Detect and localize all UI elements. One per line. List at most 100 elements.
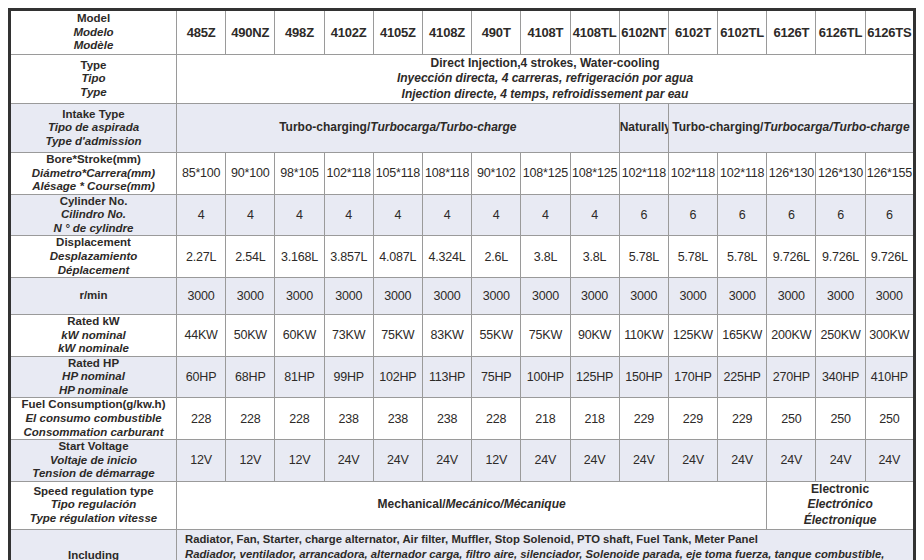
cell-start-voltage-6126T: 24V (767, 440, 816, 482)
cell-rpm-4108T: 3000 (521, 278, 570, 315)
row-label-line: r/min (11, 289, 176, 303)
cell-displacement-4102Z: 3.857L (324, 236, 373, 278)
cell-bore-stroke-485Z: 85*100 (177, 153, 226, 195)
engine-spec-sheet: ModelModeloModèle485Z490NZ498Z4102Z4105Z… (8, 8, 916, 560)
cell-cylinder-no-6102TL: 6 (718, 194, 767, 236)
cell-cylinder-no-490T: 4 (472, 194, 521, 236)
row-intake-type: Intake TypeTipo de aspiradaType d'admiss… (10, 104, 915, 153)
cell-start-voltage-485Z: 12V (177, 440, 226, 482)
cell-line: Turbo-charging/Turbocarga/Turbo-charge (669, 120, 913, 136)
text-segment: Electrónico (807, 497, 872, 511)
cell-rated-kw-6126TL: 250KW (816, 315, 865, 357)
cell-fuel-consumption-4108TL: 218 (570, 398, 619, 440)
cell-start-voltage-4108Z: 24V (422, 440, 471, 482)
row-label-line: Rated kW (11, 315, 176, 329)
cell-rated-kw-490T: 55KW (472, 315, 521, 357)
row-label-line: Desplazamiento (11, 250, 176, 264)
cell-rated-hp-4108Z: 113HP (422, 356, 471, 398)
row-cylinder-no: Cylinder No.Cilindro No.N ° de cylindre4… (10, 194, 915, 236)
text-segment: Radiador, ventilador, arrancadora, alter… (185, 548, 884, 560)
row-rpm: r/min30003000300030003000300030003000300… (10, 278, 915, 315)
cell-rated-kw-490NZ: 50KW (226, 315, 275, 357)
text-segment: Électronique (804, 513, 877, 527)
row-label-start-voltage: Start VoltageVoltaje de inicioTension de… (10, 440, 177, 482)
cell-line: Radiator, Fan, Starter, charge alternato… (185, 532, 907, 547)
cell-rpm-498Z: 3000 (275, 278, 324, 315)
text-segment: Radiator, Fan, Starter, charge alternato… (185, 533, 758, 545)
row-label-line: Type régulation vitesse (11, 512, 176, 526)
cell-rated-kw-4108T: 75KW (521, 315, 570, 357)
row-label-line: Rated HP (11, 357, 176, 371)
cell-bore-stroke-6126TS: 126*155 (865, 153, 914, 195)
text-segment: Electronic (811, 482, 869, 496)
row-label-line: Modelo (11, 26, 176, 40)
cell-displacement-6126T: 9.726L (767, 236, 816, 278)
cell-rpm-6102NT: 3000 (619, 278, 668, 315)
cell-start-voltage-490NZ: 12V (226, 440, 275, 482)
cell-displacement-490NZ: 2.54L (226, 236, 275, 278)
cell-rated-hp-6126T: 270HP (767, 356, 816, 398)
text-segment: Mechanical/ (378, 497, 446, 511)
cell-rated-kw-4108Z: 83KW (422, 315, 471, 357)
cell-bore-stroke-490NZ: 90*100 (226, 153, 275, 195)
cell-rpm-4102Z: 3000 (324, 278, 373, 315)
row-label-model: ModelModeloModèle (10, 10, 177, 55)
row-label-line: Tipo (11, 72, 176, 86)
cell-bore-stroke-6126TL: 126*130 (816, 153, 865, 195)
cell-cylinder-no-4108Z: 4 (422, 194, 471, 236)
model-header-490T: 490T (472, 10, 521, 55)
row-label-line: kW nominale (11, 342, 176, 356)
cell-bore-stroke-4108Z: 108*118 (422, 153, 471, 195)
model-header-490NZ: 490NZ (226, 10, 275, 55)
cell-rated-kw-6126T: 200KW (767, 315, 816, 357)
cell-cylinder-no-498Z: 4 (275, 194, 324, 236)
cell-fuel-consumption-4108Z: 238 (422, 398, 471, 440)
row-label-line: Cilindro No. (11, 208, 176, 222)
cell-fuel-consumption-4102Z: 238 (324, 398, 373, 440)
cell-displacement-4105Z: 4.087L (373, 236, 422, 278)
cell-rated-kw-4105Z: 75KW (373, 315, 422, 357)
cell-cylinder-no-4108TL: 4 (570, 194, 619, 236)
cell-rated-kw-4108TL: 90KW (570, 315, 619, 357)
cell-cylinder-no-6102T: 6 (668, 194, 717, 236)
cell-fuel-consumption-6102T: 229 (668, 398, 717, 440)
cell-fuel-consumption-490T: 228 (472, 398, 521, 440)
model-header-6126TS: 6126TS (865, 10, 914, 55)
text-segment: Injection directe, 4 temps, refroidissem… (402, 87, 689, 101)
cell-fuel-consumption-6102NT: 229 (619, 398, 668, 440)
cell-rated-hp-490T: 75HP (472, 356, 521, 398)
cell-rpm-485Z: 3000 (177, 278, 226, 315)
row-label-displacement: DisplacementDesplazamientoDéplacement (10, 236, 177, 278)
cell-bore-stroke-490T: 90*102 (472, 153, 521, 195)
row-type: TypeTipoTypeDirect Injection,4 strokes, … (10, 55, 915, 104)
row-label-line: Déplacement (11, 264, 176, 278)
row-label-line: Type (11, 86, 176, 100)
model-header-498Z: 498Z (275, 10, 324, 55)
cell-bore-stroke-4108TL: 108*125 (570, 153, 619, 195)
cell-rated-kw-4102Z: 73KW (324, 315, 373, 357)
row-label-line: Model (11, 12, 176, 26)
row-label-line: Voltaje de inicio (11, 454, 176, 468)
model-header-6126TL: 6126TL (816, 10, 865, 55)
row-label-line: Cylinder No. (11, 195, 176, 209)
cell-line: Injection directe, 4 temps, refroidissem… (177, 87, 913, 103)
model-header-6102NT: 6102NT (619, 10, 668, 55)
spec-table: ModelModeloModèle485Z490NZ498Z4102Z4105Z… (8, 8, 916, 560)
cell-rated-kw-6102NT: 110KW (619, 315, 668, 357)
row-label-line: Tension de démarrage (11, 467, 176, 481)
row-fuel-consumption: Fuel Consumption(g/kw.h)El consumo combu… (10, 398, 915, 440)
text-segment: Mecánico/Mécanique (446, 497, 566, 511)
cell-start-voltage-4108TL: 24V (570, 440, 619, 482)
cell-bore-stroke-4105Z: 105*118 (373, 153, 422, 195)
cell-fuel-consumption-4105Z: 238 (373, 398, 422, 440)
row-label-line: Type d'admission (11, 135, 176, 149)
row-start-voltage: Start VoltageVoltaje de inicioTension de… (10, 440, 915, 482)
cell-start-voltage-6126TS: 24V (865, 440, 914, 482)
cell-cylinder-no-485Z: 4 (177, 194, 226, 236)
cell-line: Turbo-charging/Turbocarga/Turbo-charge (177, 120, 619, 136)
cell-rated-hp-4102Z: 99HP (324, 356, 373, 398)
row-label-line: Speed regulation type (11, 485, 176, 499)
cell-bore-stroke-6102T: 102*118 (668, 153, 717, 195)
row-label-line: N ° de cylindre (11, 222, 176, 236)
cell-displacement-490T: 2.6L (472, 236, 521, 278)
